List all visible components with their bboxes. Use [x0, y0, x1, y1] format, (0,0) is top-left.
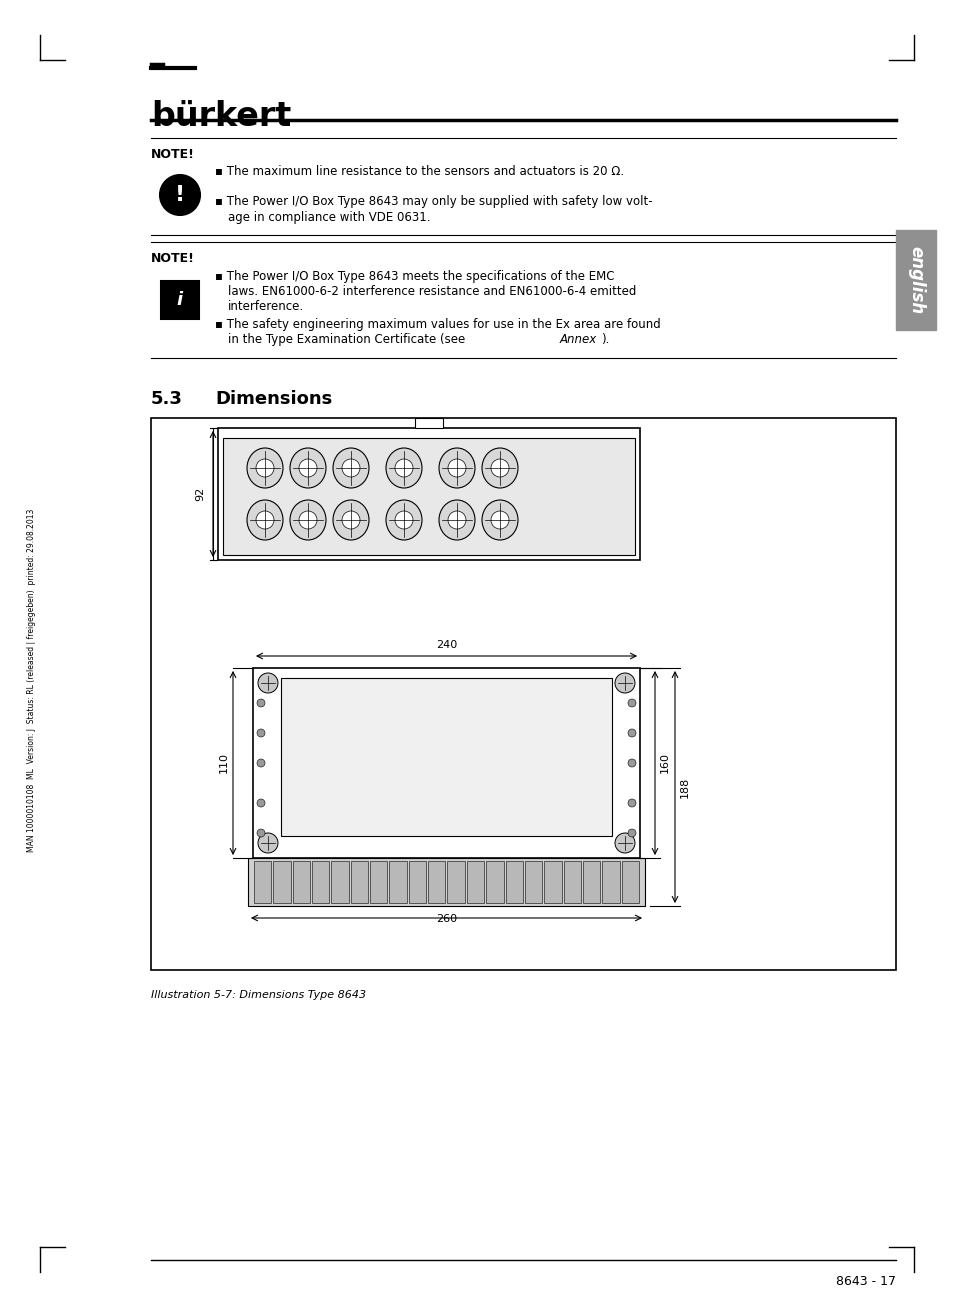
Text: ▪ The maximum line resistance to the sensors and actuators is 20 Ω.: ▪ The maximum line resistance to the sen… [214, 165, 623, 178]
Bar [248, 857, 644, 906]
Text: 260: 260 [436, 914, 456, 924]
Bar [601, 861, 619, 903]
Circle shape [627, 829, 636, 836]
Bar [563, 861, 580, 903]
Circle shape [627, 729, 636, 737]
Text: ).: ). [600, 333, 609, 346]
Text: 188: 188 [679, 776, 689, 797]
Bar [223, 438, 635, 555]
Ellipse shape [247, 448, 283, 488]
Bar [409, 861, 426, 903]
Circle shape [256, 799, 265, 806]
Bar [253, 668, 639, 857]
Circle shape [627, 699, 636, 707]
Circle shape [255, 511, 274, 529]
Circle shape [395, 511, 413, 529]
Bar [389, 861, 406, 903]
Ellipse shape [386, 501, 421, 540]
Bar [274, 861, 291, 903]
Text: bürkert: bürkert [151, 101, 291, 133]
Text: MAN 1000010108  ML  Version: J  Status: RL (released | freigegeben)  printed: 29: MAN 1000010108 ML Version: J Status: RL … [28, 508, 36, 852]
Bar [281, 678, 612, 836]
Ellipse shape [333, 448, 369, 488]
Text: 160: 160 [659, 753, 669, 774]
Bar [151, 418, 895, 970]
Circle shape [615, 673, 635, 693]
Circle shape [448, 459, 465, 477]
Text: i: i [176, 291, 183, 308]
Bar [312, 861, 329, 903]
Text: NOTE!: NOTE! [151, 148, 194, 161]
Circle shape [256, 759, 265, 767]
Text: !: ! [174, 186, 185, 205]
Circle shape [256, 829, 265, 836]
Text: Annex: Annex [559, 333, 597, 346]
Bar [543, 861, 561, 903]
Bar [505, 861, 522, 903]
Text: 240: 240 [436, 640, 456, 650]
Bar [293, 861, 310, 903]
Bar [331, 861, 349, 903]
Text: age in compliance with VDE 0631.: age in compliance with VDE 0631. [228, 210, 430, 223]
Bar [351, 861, 368, 903]
Bar [621, 861, 639, 903]
Text: ▪ The Power I/O Box Type 8643 may only be supplied with safety low volt-: ▪ The Power I/O Box Type 8643 may only b… [214, 195, 652, 208]
Circle shape [257, 673, 277, 693]
Ellipse shape [290, 448, 326, 488]
Text: Dimensions: Dimensions [214, 389, 332, 408]
Text: in the Type Examination Certificate (see: in the Type Examination Certificate (see [228, 333, 469, 346]
Text: interference.: interference. [228, 301, 304, 312]
Bar [466, 861, 484, 903]
Bar [370, 861, 387, 903]
Bar [447, 861, 464, 903]
Ellipse shape [481, 448, 517, 488]
Text: ▪ The Power I/O Box Type 8643 meets the specifications of the EMC: ▪ The Power I/O Box Type 8643 meets the … [214, 271, 614, 284]
Ellipse shape [333, 501, 369, 540]
Text: 110: 110 [219, 753, 229, 774]
Text: Illustration 5-7: Dimensions Type 8643: Illustration 5-7: Dimensions Type 8643 [151, 989, 366, 1000]
Circle shape [255, 459, 274, 477]
Ellipse shape [481, 501, 517, 540]
Circle shape [298, 511, 316, 529]
Circle shape [627, 799, 636, 806]
Bar [582, 861, 599, 903]
Circle shape [448, 511, 465, 529]
Ellipse shape [386, 448, 421, 488]
Bar [895, 230, 935, 329]
Text: laws. EN61000-6-2 interference resistance and EN61000-6-4 emitted: laws. EN61000-6-2 interference resistanc… [228, 285, 636, 298]
Circle shape [627, 759, 636, 767]
Text: 5.3: 5.3 [151, 389, 183, 408]
Circle shape [395, 459, 413, 477]
Ellipse shape [438, 501, 475, 540]
Bar [161, 281, 199, 319]
Bar [524, 861, 541, 903]
Bar [486, 861, 503, 903]
Text: 8643 - 17: 8643 - 17 [835, 1276, 895, 1287]
Bar [415, 418, 442, 427]
Text: 92: 92 [194, 488, 205, 501]
Circle shape [341, 459, 359, 477]
Circle shape [491, 511, 509, 529]
Bar [218, 427, 639, 559]
Bar [428, 861, 445, 903]
Text: english: english [906, 246, 924, 314]
Text: ▪ The safety engineering maximum values for use in the Ex area are found: ▪ The safety engineering maximum values … [214, 318, 660, 331]
Bar [253, 861, 271, 903]
Circle shape [160, 175, 200, 214]
Circle shape [491, 459, 509, 477]
Ellipse shape [247, 501, 283, 540]
Ellipse shape [290, 501, 326, 540]
Circle shape [615, 833, 635, 853]
Ellipse shape [438, 448, 475, 488]
Circle shape [256, 699, 265, 707]
Circle shape [257, 833, 277, 853]
Circle shape [298, 459, 316, 477]
Circle shape [341, 511, 359, 529]
Text: NOTE!: NOTE! [151, 252, 194, 265]
Circle shape [256, 729, 265, 737]
